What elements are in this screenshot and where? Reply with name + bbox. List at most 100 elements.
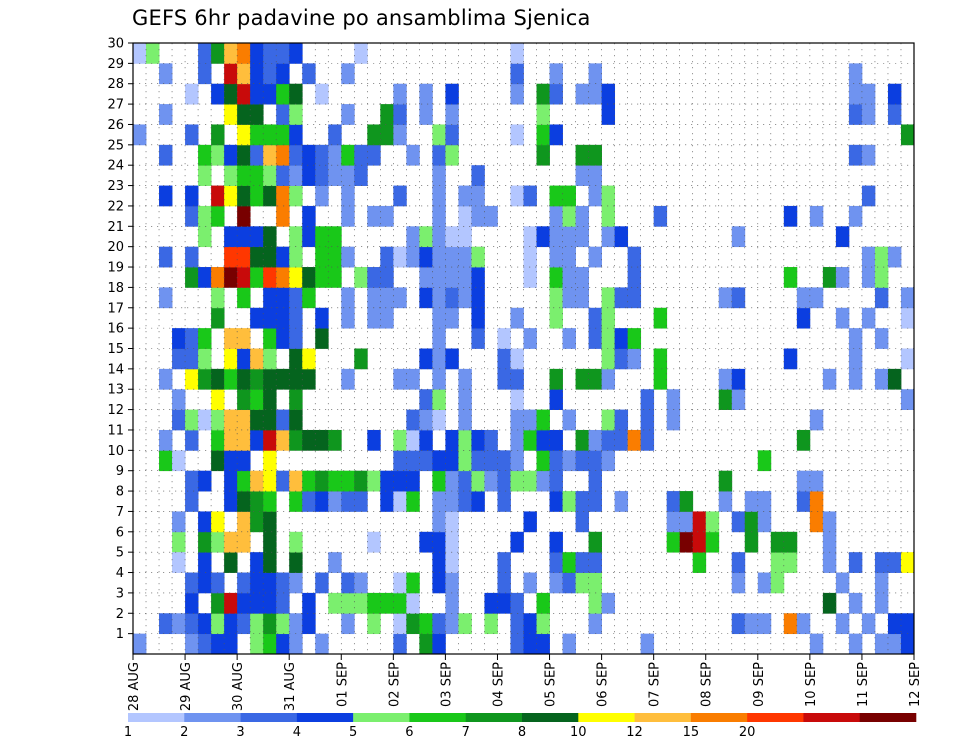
- heatmap-cell: [549, 185, 563, 207]
- heatmap-cell: [185, 328, 199, 349]
- heatmap-cell: [692, 531, 707, 553]
- heatmap-cell: [263, 307, 277, 329]
- legend-color-swatch: [296, 713, 354, 722]
- x-tick-label: 10 SEP: [804, 662, 819, 707]
- heatmap-cell: [549, 552, 563, 573]
- heatmap-cell: [471, 328, 485, 349]
- heatmap-cell: [601, 592, 616, 614]
- heatmap-cell: [263, 409, 277, 431]
- heatmap-cell: [302, 429, 316, 451]
- heatmap-cell: [497, 552, 511, 573]
- y-tick-label: 8: [116, 485, 124, 500]
- heatmap-cell: [874, 592, 889, 614]
- heatmap-cell: [757, 572, 772, 594]
- heatmap-cell: [549, 307, 563, 329]
- heatmap-cell: [471, 307, 485, 329]
- heatmap-cell: [133, 124, 147, 146]
- heatmap-cell: [588, 531, 602, 553]
- heatmap-cell: [523, 409, 537, 431]
- heatmap-cell: [718, 470, 733, 492]
- heatmap-cell: [211, 368, 225, 390]
- heatmap-cell: [263, 491, 277, 512]
- heatmap-cell: [289, 165, 303, 186]
- chart-title: GEFS 6hr padavine po ansamblima Sjenica: [132, 6, 591, 30]
- heatmap-cell: [861, 267, 876, 288]
- heatmap-cell: [679, 511, 694, 533]
- heatmap-cell: [393, 246, 407, 268]
- heatmap-cell: [289, 613, 303, 635]
- heatmap-cell: [198, 572, 212, 594]
- heatmap-cell: [237, 287, 251, 309]
- heatmap-cell: [822, 368, 837, 390]
- heatmap-cell: [315, 572, 329, 594]
- heatmap-cell: [536, 124, 550, 146]
- heatmap-cell: [406, 246, 420, 268]
- heatmap-cell: [289, 572, 303, 594]
- heatmap-cell: [263, 552, 277, 573]
- heatmap-cell: [471, 185, 485, 207]
- heatmap-cell: [523, 613, 537, 635]
- heatmap-cell: [289, 328, 303, 349]
- legend-layer: 1 2 3 4 5 6 7 8 10 12 15 20: [124, 713, 917, 740]
- heatmap-cell: [250, 592, 264, 614]
- heatmap-cell: [419, 531, 433, 553]
- heatmap-cell: [393, 185, 407, 207]
- heatmap-cell: [224, 470, 238, 492]
- heatmap-cell: [250, 267, 264, 288]
- heatmap-cell: [601, 368, 616, 390]
- heatmap-cell: [315, 226, 329, 248]
- heatmap-cell: [250, 246, 264, 268]
- heatmap-cell: [783, 613, 798, 635]
- heatmap-cell: [406, 368, 420, 390]
- heatmap-cell: [263, 124, 277, 146]
- heatmap-cell: [289, 348, 303, 370]
- heatmap-cell: [627, 267, 642, 288]
- heatmap-cell: [237, 205, 251, 227]
- heatmap-cell: [328, 592, 342, 614]
- heatmap-cell: [302, 267, 316, 288]
- heatmap-cell: [263, 613, 277, 635]
- heatmap-cell: [237, 246, 251, 268]
- heatmap-cell: [588, 307, 602, 329]
- heatmap-cell: [237, 165, 251, 186]
- x-tick-label: 08 SEP: [700, 662, 715, 707]
- heatmap-cell: [250, 633, 264, 655]
- heatmap-cell: [406, 450, 420, 472]
- heatmap-cell: [445, 307, 459, 329]
- heatmap-cell: [445, 83, 459, 105]
- x-tick-label: 11 SEP: [856, 662, 871, 707]
- heatmap-cell: [614, 409, 629, 431]
- heatmap-cell: [341, 368, 355, 390]
- heatmap-cell: [679, 531, 694, 553]
- heatmap-cell: [211, 613, 225, 635]
- heatmap-cell: [172, 613, 186, 635]
- heatmap-cell: [380, 491, 394, 512]
- heatmap-cell: [757, 450, 772, 472]
- heatmap-cell: [549, 491, 563, 512]
- heatmap-cell: [601, 450, 616, 472]
- heatmap-cell: [432, 470, 446, 492]
- legend-color-swatch: [578, 713, 635, 722]
- y-tick-label: 10: [107, 444, 124, 459]
- heatmap-cell: [406, 226, 420, 248]
- heatmap-cell: [510, 63, 524, 85]
- heatmap-cell: [796, 470, 811, 492]
- heatmap-cell: [523, 572, 537, 594]
- heatmap-cell: [900, 287, 915, 309]
- heatmap-cell: [367, 144, 381, 166]
- heatmap-cell: [744, 511, 759, 533]
- heatmap-cell: [276, 429, 290, 451]
- heatmap-cell: [705, 531, 720, 553]
- heatmap-cell: [263, 185, 277, 207]
- heatmap-cell: [159, 104, 173, 125]
- heatmap-cell: [211, 287, 225, 309]
- heatmap-cell: [588, 491, 602, 512]
- grid-layer: [133, 43, 914, 654]
- heatmap-cell: [172, 348, 186, 370]
- heatmap-cell: [432, 124, 446, 146]
- heatmap-cell: [549, 368, 563, 390]
- heatmap-cell: [328, 226, 342, 248]
- x-tick-label: 31 AUG: [283, 662, 298, 711]
- heatmap-cell: [419, 287, 433, 309]
- heatmap-cell: [523, 511, 537, 533]
